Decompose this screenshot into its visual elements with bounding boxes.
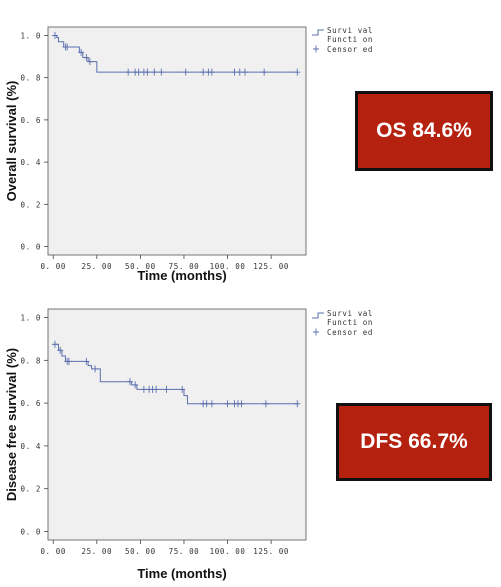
y-axis-title: Disease free survival (%) — [4, 348, 19, 501]
censor-mark — [51, 340, 58, 348]
censor-mark — [294, 68, 301, 76]
censor-mark — [163, 385, 170, 393]
y-tick-label: 1. 0 — [21, 314, 41, 323]
censor-mark — [83, 54, 90, 62]
plot-area — [47, 308, 307, 541]
censor-mark — [51, 31, 58, 39]
dfs-badge: DFS 66.7% — [336, 403, 492, 481]
censor-mark — [126, 378, 133, 386]
x-tick-label: 0. 00 — [40, 547, 66, 556]
censor-mark — [200, 68, 207, 76]
censor-mark — [92, 365, 99, 373]
censor-mark — [140, 385, 147, 393]
censor-mark — [231, 68, 238, 76]
censor-mark — [241, 68, 248, 76]
y-tick-label: 0. 0 — [21, 243, 41, 252]
legend-censored-label: Censor ed — [327, 45, 373, 54]
censor-mark — [64, 43, 71, 51]
x-tick-label: 75. 00 — [169, 262, 200, 271]
x-tick-label: 25. 00 — [81, 547, 112, 556]
censor-mark — [83, 357, 90, 365]
censor-mark — [57, 346, 64, 354]
y-tick-label: 0. 8 — [21, 356, 41, 365]
censor-mark — [78, 48, 85, 56]
x-axis-title: Time (months) — [137, 566, 226, 581]
y-tick-label: 0. 6 — [21, 116, 41, 125]
y-tick-label: 0. 2 — [21, 485, 41, 494]
legend-survival-label-2: Functi on — [327, 35, 373, 44]
chart-panel-2: 0. 0 0. 2 0. 4 0. 6 0. 8 1. 0 0. 00 25. 00 50. 0… — [4, 308, 373, 581]
censor-mark — [238, 400, 245, 408]
censor-mark — [262, 400, 269, 408]
censor-mark — [125, 68, 132, 76]
y-tick-label: 0. 2 — [21, 200, 41, 209]
y-tick-label: 0. 4 — [21, 442, 41, 451]
y-tick-label: 1. 0 — [21, 31, 41, 40]
legend-survival-label-1: Survi val — [327, 309, 373, 318]
legend-line-swatch — [312, 29, 324, 36]
legend-censor-swatch — [313, 45, 319, 53]
censor-mark — [158, 68, 165, 76]
censor-mark — [208, 68, 215, 76]
x-tick-label: 100. 00 — [210, 547, 246, 556]
x-tick-label: 50. 00 — [125, 547, 156, 556]
censor-mark — [132, 381, 139, 389]
legend-line-swatch — [312, 312, 324, 319]
x-axis-title: Time (months) — [137, 268, 226, 283]
censor-mark — [182, 68, 189, 76]
censor-mark — [153, 385, 160, 393]
x-tick-label: 125. 00 — [253, 262, 289, 271]
legend-survival-label-1: Survi val — [327, 26, 373, 35]
chart-panel-1: 0. 0 0. 2 0. 4 0. 6 0. 8 1. 0 0. 00 25. 00 50. 0… — [4, 26, 373, 283]
y-axis-title: Overall survival (%) — [4, 81, 19, 202]
x-tick-label: 75. 00 — [169, 547, 200, 556]
y-tick-label: 0. 0 — [21, 527, 41, 536]
censor-mark — [151, 68, 158, 76]
censor-mark — [135, 68, 142, 76]
plot-area — [47, 26, 307, 256]
censor-mark — [179, 385, 186, 393]
y-tick-label: 0. 4 — [21, 158, 41, 167]
censor-mark — [294, 400, 301, 408]
legend-censored-label: Censor ed — [327, 328, 373, 337]
x-tick-label: 0. 00 — [40, 262, 66, 271]
censor-mark — [224, 400, 231, 408]
x-tick-label: 50. 00 — [125, 262, 156, 271]
x-tick-label: 100. 00 — [210, 262, 246, 271]
censor-mark — [236, 68, 243, 76]
os-badge: OS 84.6% — [355, 91, 493, 171]
y-tick-label: 0. 6 — [21, 399, 41, 408]
x-tick-label: 25. 00 — [81, 262, 112, 271]
censor-mark — [203, 400, 210, 408]
censor-mark — [65, 357, 72, 365]
censor-mark — [261, 68, 268, 76]
y-tick-label: 0. 8 — [21, 74, 41, 83]
x-tick-label: 125. 00 — [253, 547, 289, 556]
censor-mark — [86, 58, 93, 66]
legend-censor-swatch — [313, 328, 319, 336]
legend-survival-label-2: Functi on — [327, 318, 373, 327]
censor-mark — [208, 400, 215, 408]
censor-mark — [144, 68, 151, 76]
